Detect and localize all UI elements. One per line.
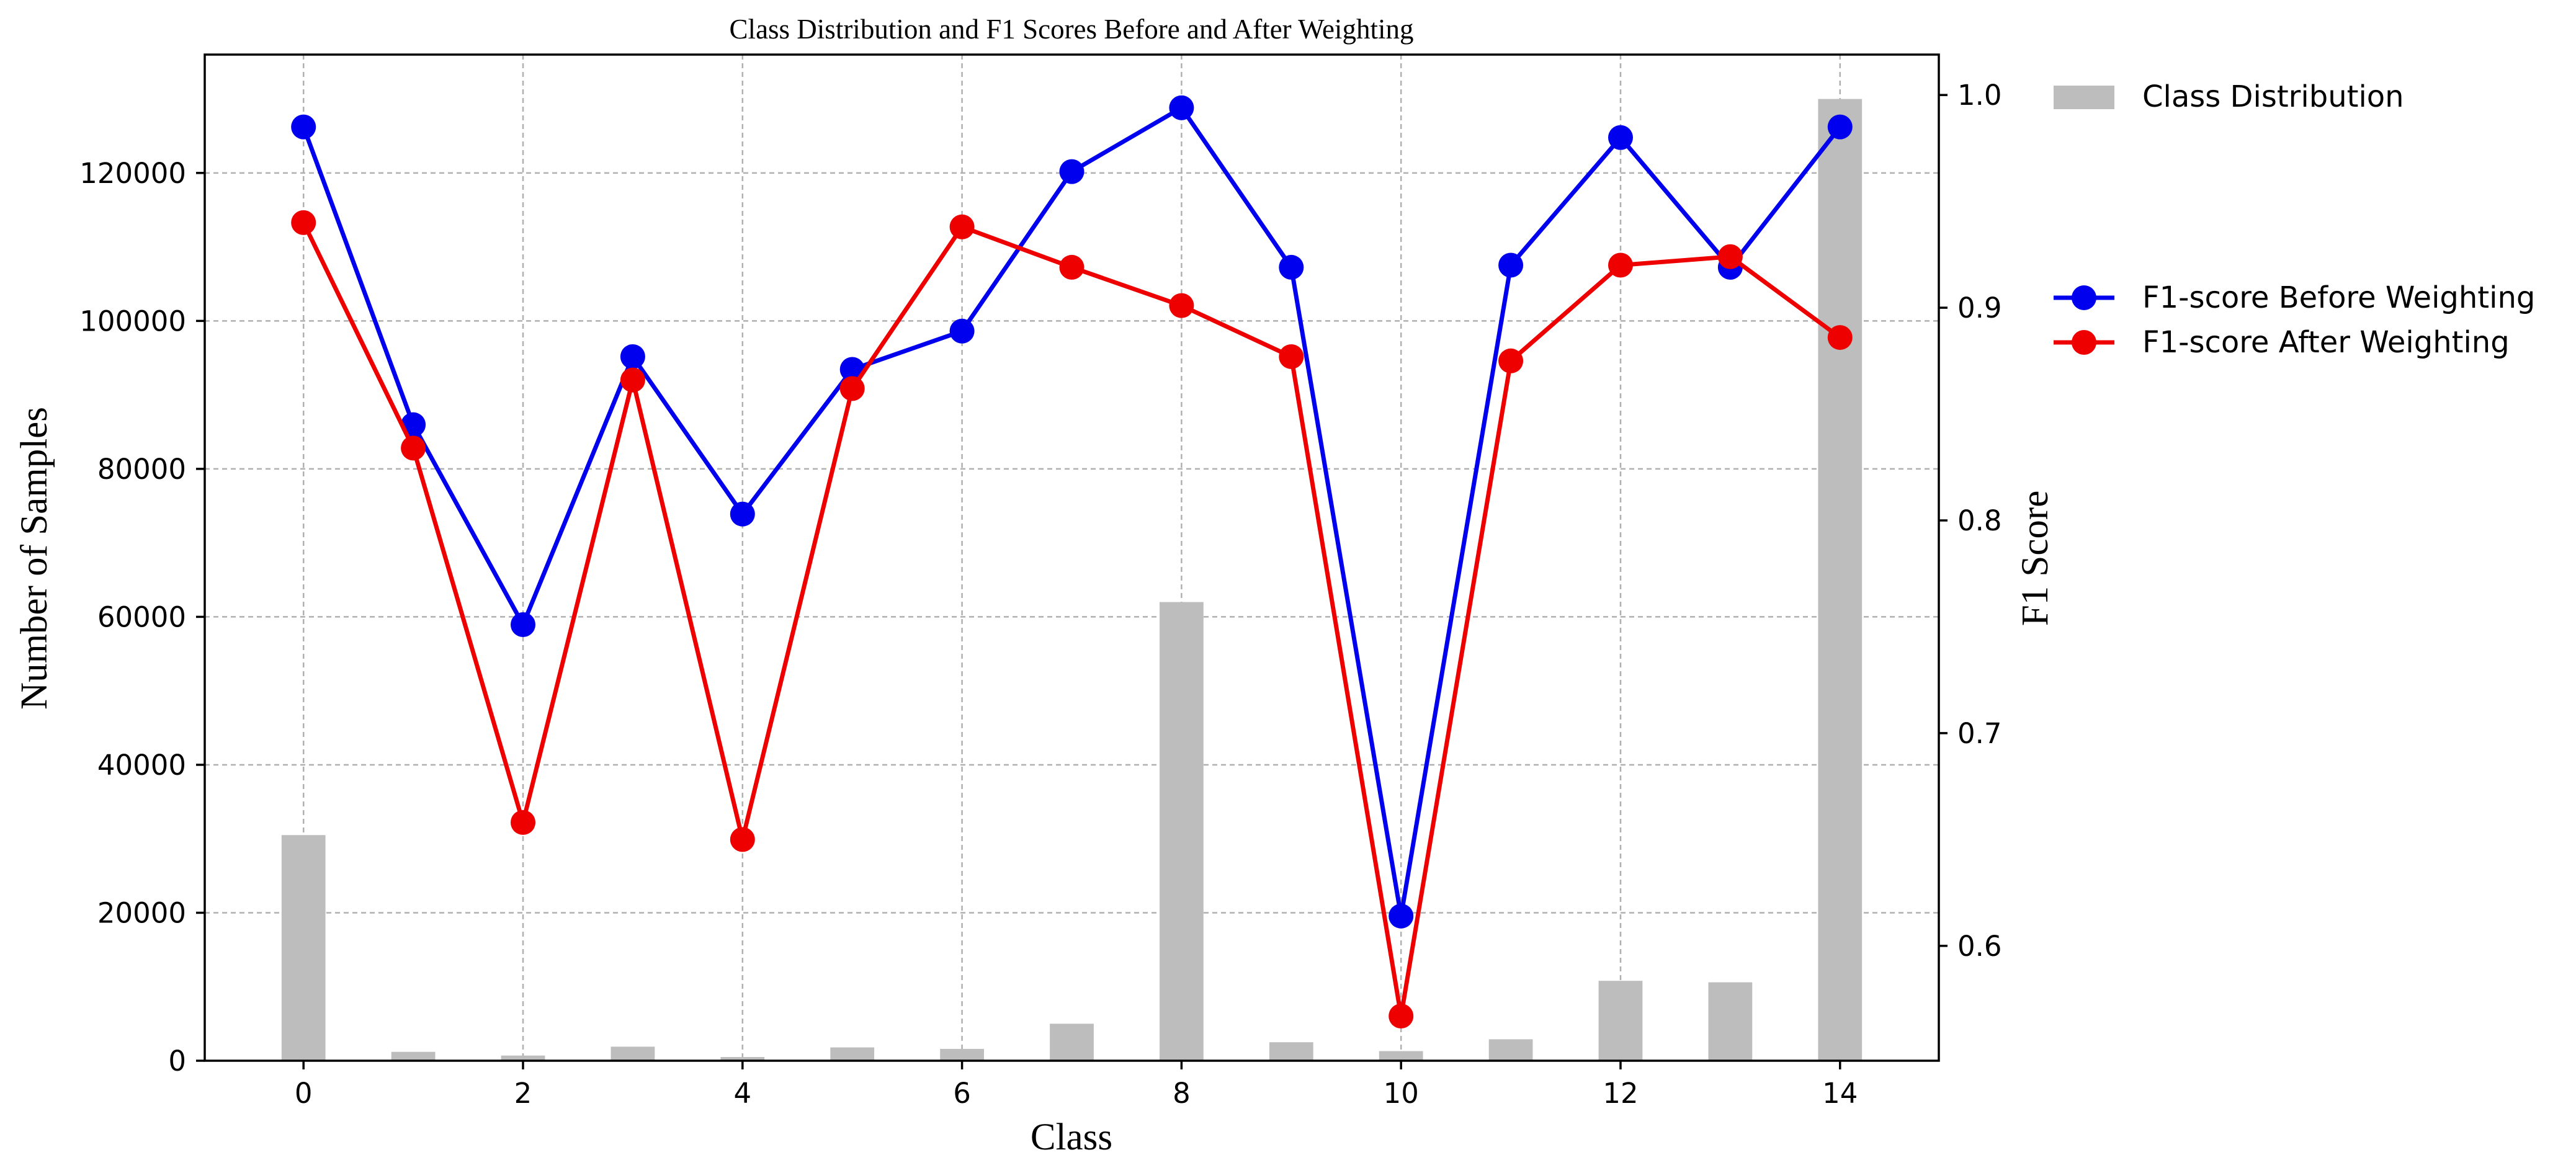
legend-swatch-class-distribution xyxy=(2054,86,2114,109)
x-axis-label: Class xyxy=(1031,1117,1112,1158)
series-0-point-14 xyxy=(1827,114,1853,140)
x-tick-label: 6 xyxy=(953,1077,971,1110)
series-1-point-0 xyxy=(291,210,316,235)
x-axis: 0 2 4 6 8 10 12 14 xyxy=(295,1061,1858,1110)
chart-title: Class Distribution and F1 Scores Before … xyxy=(730,14,1414,45)
bar-class-14 xyxy=(1818,99,1863,1061)
series-1-point-5 xyxy=(839,376,865,401)
series-0-point-0 xyxy=(291,114,316,140)
series-1-point-4 xyxy=(730,827,755,852)
series-1-point-3 xyxy=(620,367,645,393)
series-0-point-4 xyxy=(730,501,755,527)
lines-group xyxy=(291,95,1853,1028)
legend: Class Distribution F1-score Before Weigh… xyxy=(2054,79,2535,360)
bar-class-0 xyxy=(281,835,326,1061)
x-tick-label: 0 xyxy=(295,1077,313,1110)
series-0-point-11 xyxy=(1498,252,1524,278)
bar-class-2 xyxy=(501,1055,545,1061)
series-0-point-8 xyxy=(1169,95,1194,120)
bar-class-1 xyxy=(391,1051,436,1061)
bar-class-5 xyxy=(830,1047,875,1061)
series-0-point-7 xyxy=(1059,159,1085,184)
bar-class-12 xyxy=(1598,981,1643,1061)
series-0-point-3 xyxy=(620,344,645,369)
bar-class-7 xyxy=(1050,1024,1094,1061)
y-right-tick-label: 1.0 xyxy=(1957,79,2002,112)
series-1-point-12 xyxy=(1608,252,1633,278)
x-tick-label: 14 xyxy=(1822,1077,1858,1110)
bar-class-10 xyxy=(1379,1051,1423,1061)
series-0-point-6 xyxy=(949,318,975,344)
series-1-point-1 xyxy=(401,435,426,461)
x-tick-label: 10 xyxy=(1384,1077,1419,1110)
series-0-point-10 xyxy=(1389,903,1414,929)
series-line-0 xyxy=(301,105,1842,919)
x-tick-label: 4 xyxy=(733,1077,751,1110)
y-left-tick-label: 80000 xyxy=(97,453,186,486)
x-tick-label: 8 xyxy=(1173,1077,1191,1110)
y-left-tick-label: 40000 xyxy=(97,749,186,782)
x-tick-label: 12 xyxy=(1603,1077,1638,1110)
plot-frame xyxy=(203,53,1940,1062)
y-right-tick-label: 0.8 xyxy=(1957,504,2002,537)
y-left-tick-label: 100000 xyxy=(79,305,186,337)
y-axis-left-label: Number of Samples xyxy=(14,407,55,710)
bar-class-13 xyxy=(1708,982,1753,1061)
bar-class-3 xyxy=(610,1046,655,1061)
legend-label-before: F1-score Before Weighting xyxy=(2142,280,2535,315)
series-1-point-7 xyxy=(1059,254,1085,280)
bar-class-6 xyxy=(940,1048,984,1061)
y-left-tick-label: 60000 xyxy=(97,600,186,633)
legend-marker-before xyxy=(2072,285,2096,310)
legend-label-class-distribution: Class Distribution xyxy=(2142,79,2404,114)
series-1-point-9 xyxy=(1279,344,1304,369)
series-1-point-10 xyxy=(1389,1003,1414,1028)
bars-group xyxy=(281,99,1863,1061)
y-left-tick-label: 20000 xyxy=(97,896,186,929)
y-right-tick-label: 0.9 xyxy=(1957,292,2002,324)
bar-class-9 xyxy=(1269,1042,1313,1061)
series-1-point-8 xyxy=(1169,293,1194,318)
series-1-point-13 xyxy=(1717,244,1743,269)
y-axis-left: 0 20000 40000 60000 80000 100000 120000 xyxy=(79,157,205,1077)
bar-class-8 xyxy=(1160,602,1204,1061)
series-1-point-2 xyxy=(511,810,536,835)
series-0-point-2 xyxy=(511,612,536,638)
y-left-tick-label: 0 xyxy=(168,1045,186,1077)
series-0-point-12 xyxy=(1608,125,1633,150)
y-axis-right-label: F1 Score xyxy=(2015,491,2056,627)
series-1-point-6 xyxy=(949,214,975,239)
series-0-point-9 xyxy=(1279,254,1304,280)
legend-marker-after xyxy=(2072,330,2096,355)
y-right-tick-label: 0.6 xyxy=(1957,930,2002,963)
bar-class-11 xyxy=(1488,1039,1533,1061)
x-tick-label: 2 xyxy=(514,1077,532,1110)
series-1-point-11 xyxy=(1498,348,1524,373)
y-right-tick-label: 0.7 xyxy=(1957,717,2002,750)
series-1-point-14 xyxy=(1827,325,1853,350)
y-axis-right: 0.6 0.7 0.8 0.9 1.0 xyxy=(1939,79,2002,963)
y-left-tick-label: 120000 xyxy=(79,157,186,190)
legend-label-after: F1-score After Weighting xyxy=(2142,325,2510,360)
bar-class-4 xyxy=(720,1057,765,1061)
